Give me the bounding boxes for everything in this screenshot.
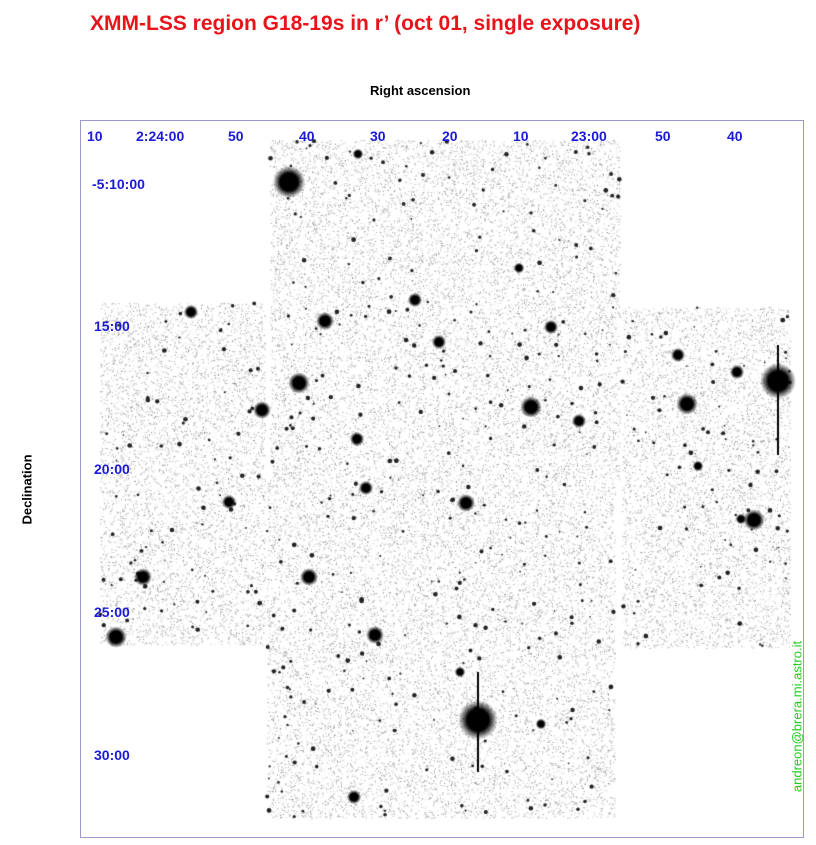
dec-tick: 30:00	[94, 747, 130, 763]
credit-email: andreon@brera.mi.astro.it	[789, 640, 805, 793]
ra-tick: 30	[370, 128, 386, 144]
ra-tick: 50	[655, 128, 671, 144]
ra-tick: 2:24:00	[136, 128, 185, 144]
dec-tick: 20:00	[94, 461, 130, 477]
y-axis-label: Declination	[19, 454, 35, 525]
ra-tick: 10	[513, 128, 529, 144]
ra-tick: 23:00	[571, 128, 607, 144]
ra-tick: 50	[228, 128, 244, 144]
image-title: XMM-LSS region G18-19s in r’ (oct 01, si…	[90, 12, 641, 35]
ra-tick: 40	[299, 128, 315, 144]
image-frame	[80, 120, 804, 838]
x-axis-label: Right ascension	[370, 83, 471, 98]
dec-tick: 15:00	[94, 318, 130, 334]
ra-tick: 10	[87, 128, 103, 144]
dec-tick: 25:00	[94, 604, 130, 620]
dec-tick: -5:10:00	[92, 176, 145, 192]
ra-tick: 20	[442, 128, 458, 144]
ra-tick: 40	[727, 128, 743, 144]
